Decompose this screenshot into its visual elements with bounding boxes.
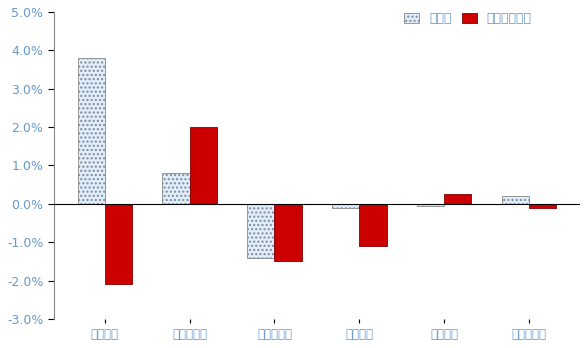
Legend: 平常時, 経済危機直後: 平常時, 経済危機直後 bbox=[404, 12, 532, 25]
Bar bbox=[417, 204, 444, 206]
Bar bbox=[190, 127, 217, 204]
Bar bbox=[275, 204, 302, 261]
Bar bbox=[359, 204, 386, 246]
Bar bbox=[104, 204, 132, 284]
Bar bbox=[163, 173, 190, 204]
Bar bbox=[332, 204, 359, 208]
Bar bbox=[247, 204, 275, 258]
Bar bbox=[502, 196, 529, 204]
Bar bbox=[77, 58, 104, 204]
Bar bbox=[444, 194, 471, 204]
Bar bbox=[529, 204, 556, 208]
